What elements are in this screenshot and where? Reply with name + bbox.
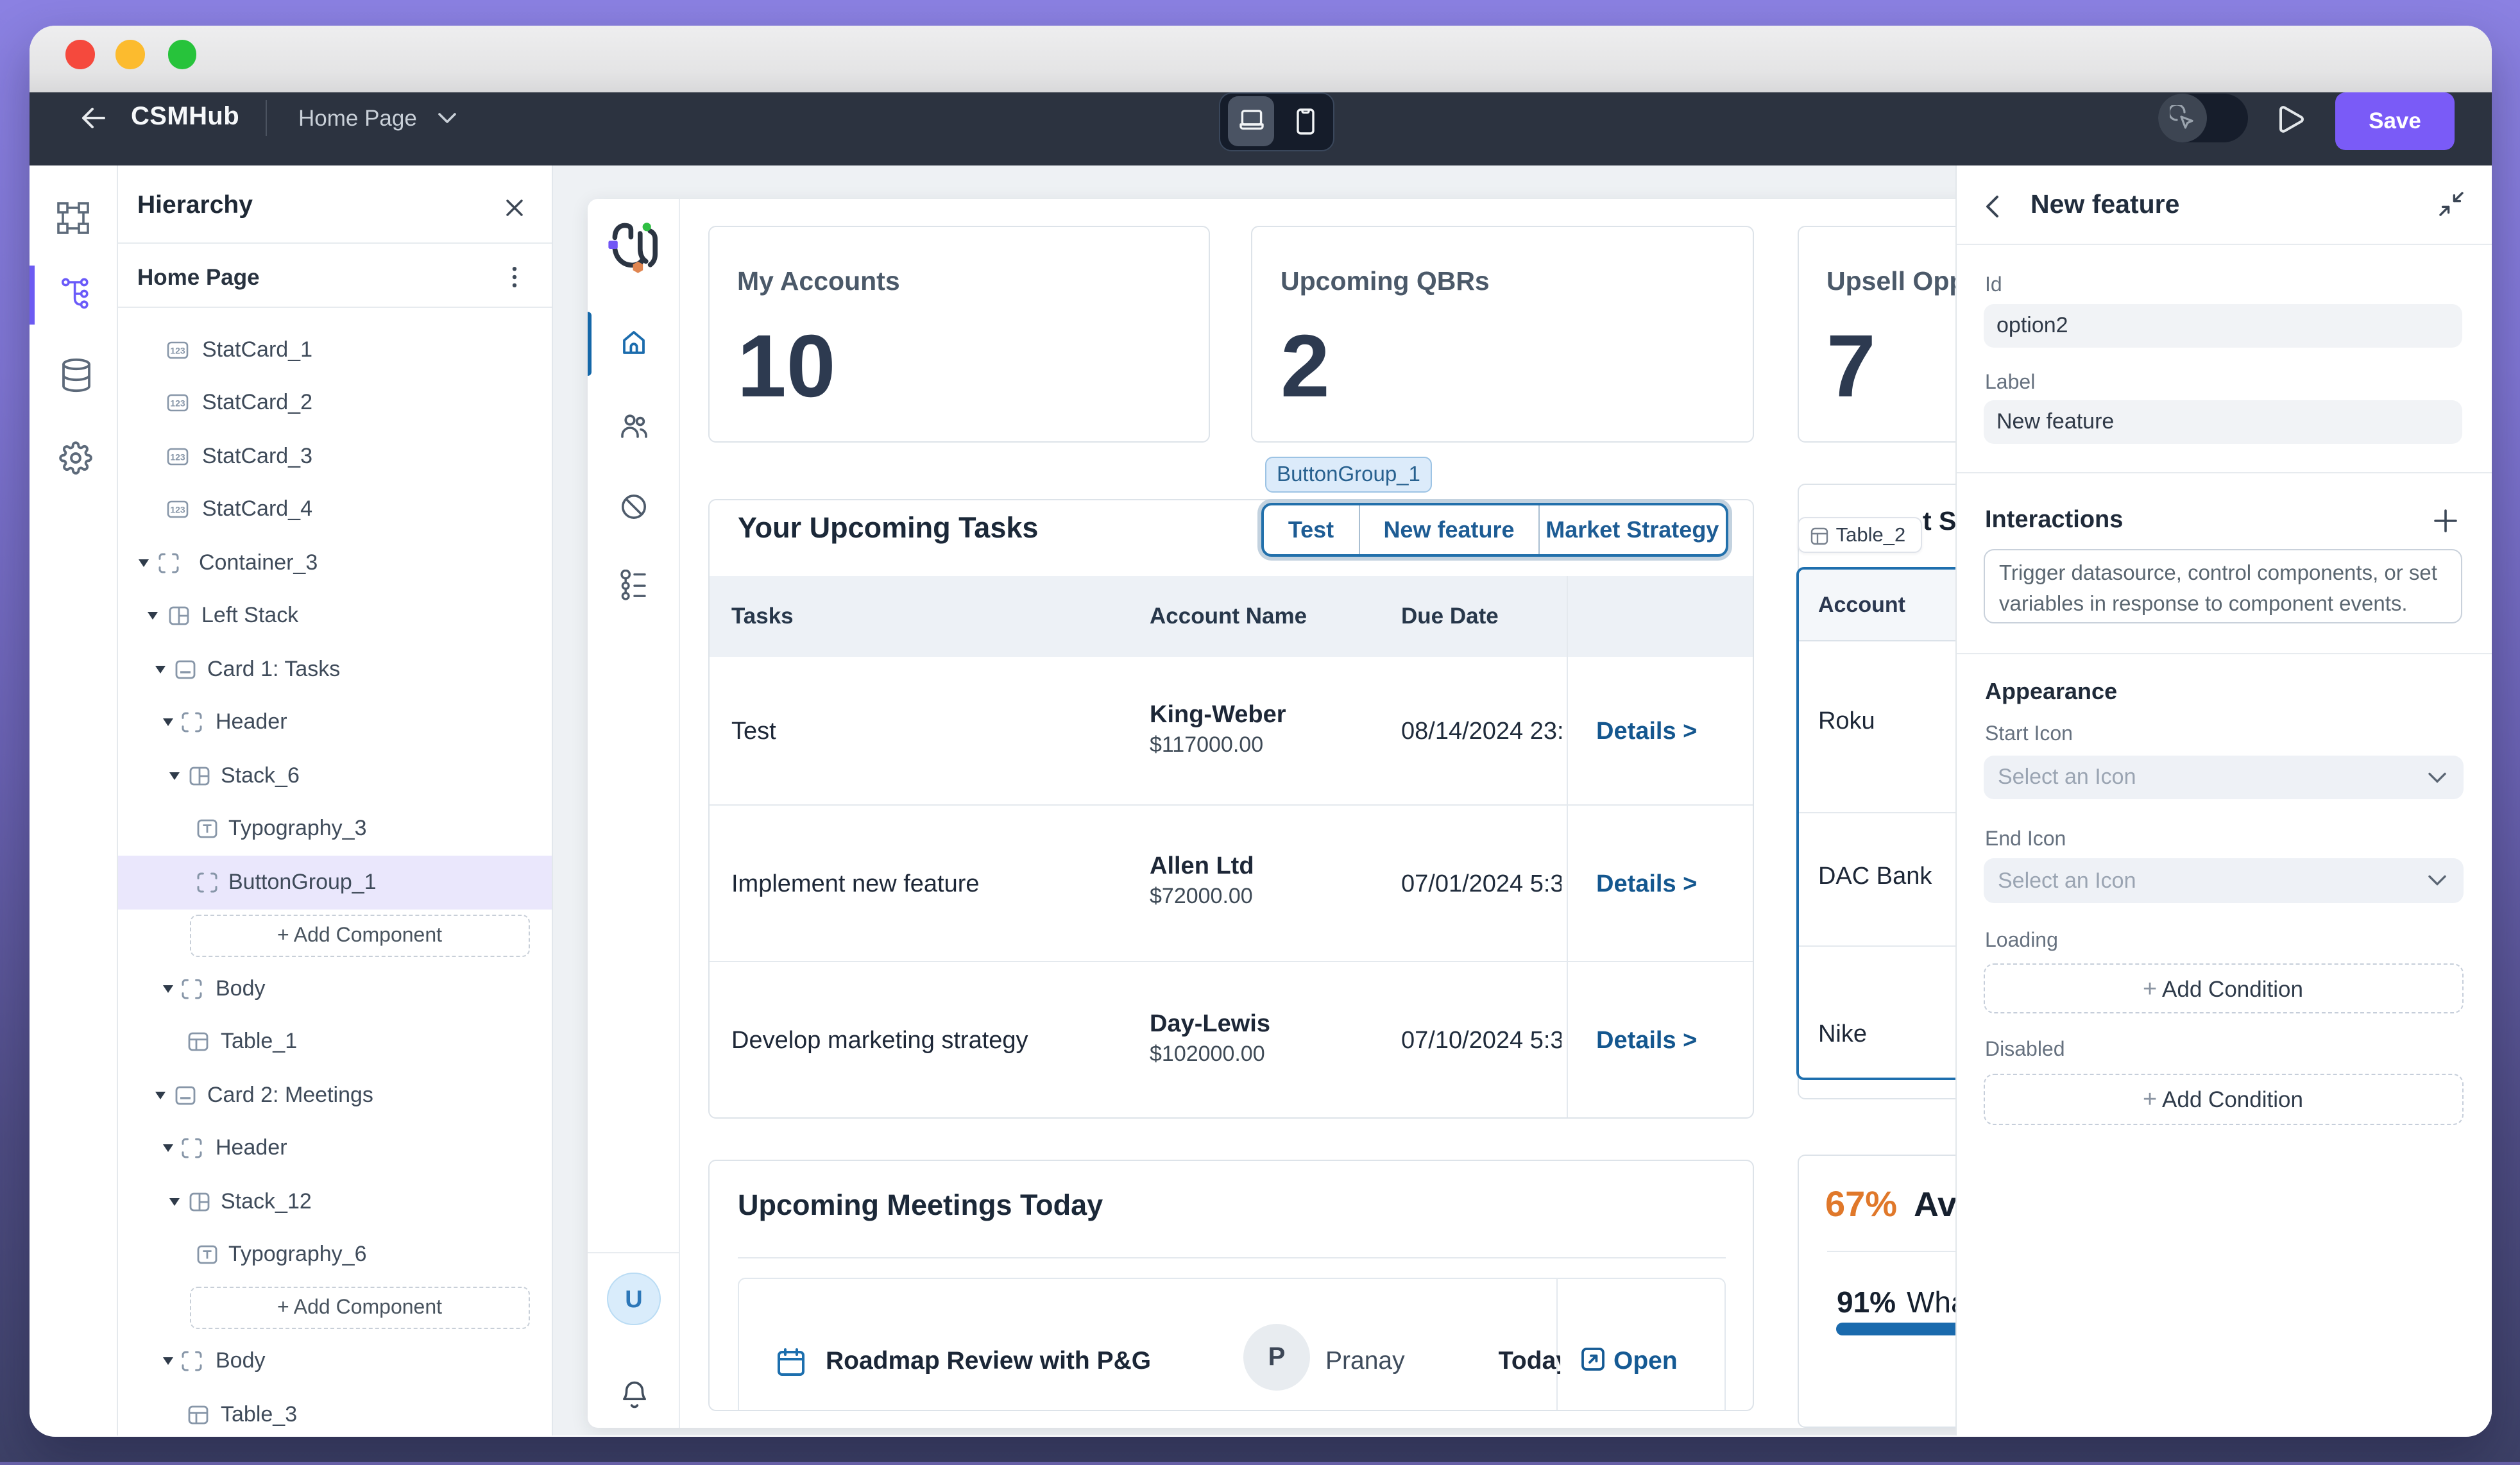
svg-text:123: 123 — [169, 345, 185, 355]
svg-text:123: 123 — [169, 398, 185, 409]
svg-text:123: 123 — [169, 452, 185, 462]
svg-text:123: 123 — [169, 505, 185, 515]
